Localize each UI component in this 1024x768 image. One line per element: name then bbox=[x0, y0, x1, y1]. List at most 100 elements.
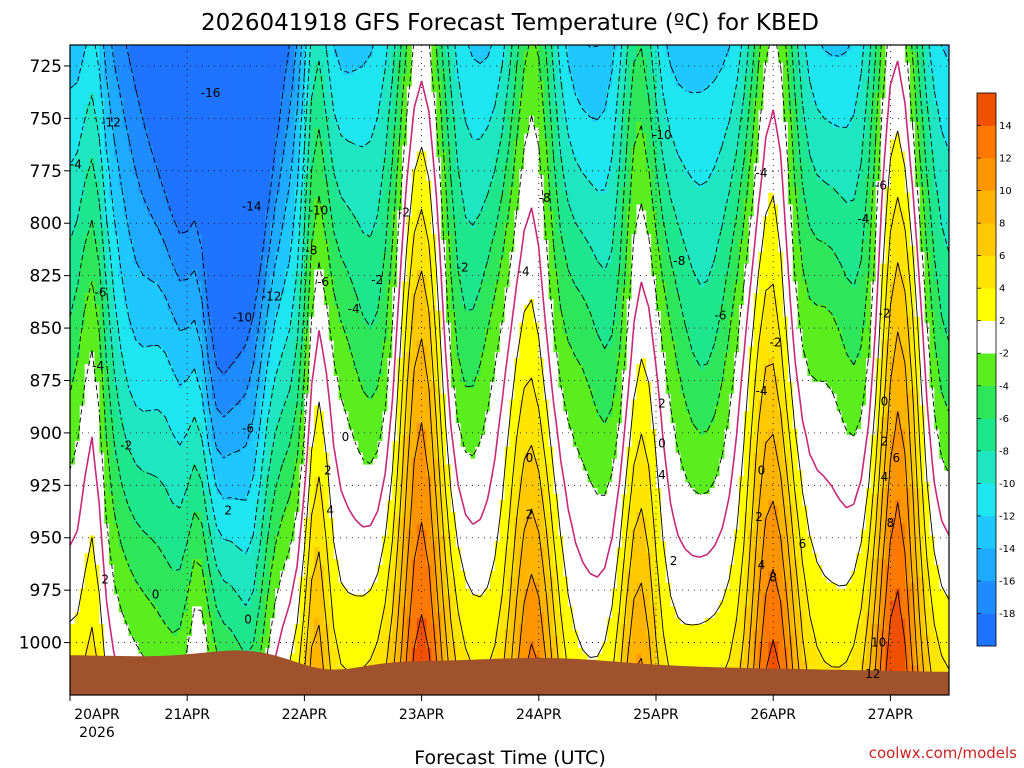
temperature-cell bbox=[719, 68, 725, 147]
temperature-cell bbox=[719, 600, 725, 678]
temperature-cell bbox=[568, 275, 574, 347]
temperature-cell bbox=[582, 470, 589, 655]
temperature-cell bbox=[353, 440, 359, 596]
temperature-cell bbox=[314, 547, 320, 619]
temperature-cell bbox=[494, 157, 501, 223]
temperature-cell bbox=[509, 488, 515, 578]
temperature-cell bbox=[919, 488, 926, 578]
temperature-cell bbox=[787, 570, 794, 637]
terrain-surface bbox=[70, 650, 949, 695]
temperature-cell bbox=[314, 198, 320, 271]
chart-title: 2026041918 GFS Forecast Temperature (ºC)… bbox=[201, 10, 819, 36]
temperature-cell bbox=[621, 92, 628, 188]
temperature-cell bbox=[900, 151, 906, 212]
temperature-cell bbox=[333, 56, 340, 123]
temperature-cell bbox=[861, 328, 867, 407]
temperature-cell bbox=[275, 133, 281, 194]
temperature-cell bbox=[431, 305, 437, 383]
temperature-cell bbox=[128, 151, 135, 241]
temperature-cell bbox=[294, 186, 301, 271]
temperature-cell bbox=[148, 216, 154, 282]
temperature-cell bbox=[939, 588, 945, 655]
temperature-cell bbox=[236, 405, 242, 454]
temperature-cell bbox=[929, 606, 935, 684]
temperature-cell bbox=[70, 163, 76, 235]
temperature-cell bbox=[177, 328, 183, 389]
temperature-cell bbox=[182, 440, 188, 501]
temperature-cell bbox=[79, 133, 86, 200]
temperature-cell bbox=[231, 405, 237, 454]
temperature-cell bbox=[865, 175, 872, 277]
temperature-cell bbox=[89, 281, 96, 353]
temperature-cell bbox=[699, 624, 706, 695]
temperature-cell bbox=[392, 50, 398, 129]
temperature-cell bbox=[343, 139, 349, 206]
temperature-cell bbox=[734, 352, 740, 531]
temperature-cell bbox=[284, 505, 291, 560]
temperature-cell bbox=[255, 334, 262, 389]
temperature-cell bbox=[680, 86, 686, 164]
temperature-cell bbox=[245, 387, 252, 442]
temperature-cell bbox=[275, 251, 281, 312]
temperature-cell bbox=[109, 417, 115, 495]
temperature-cell bbox=[240, 352, 247, 401]
temperature-cell bbox=[162, 352, 169, 418]
temperature-cell bbox=[270, 500, 276, 560]
temperature-cell bbox=[792, 45, 799, 99]
temperature-cell bbox=[890, 281, 896, 359]
contour-label: -8 bbox=[305, 244, 317, 258]
colorbar-swatch bbox=[977, 515, 996, 549]
temperature-cell bbox=[807, 618, 813, 695]
temperature-cell bbox=[113, 594, 120, 695]
temperature-cell bbox=[480, 133, 486, 212]
temperature-cell bbox=[118, 186, 125, 277]
temperature-cell bbox=[323, 240, 330, 306]
temperature-cell bbox=[621, 287, 628, 371]
temperature-cell bbox=[734, 281, 740, 353]
temperature-cell bbox=[822, 576, 828, 661]
temperature-cell bbox=[822, 180, 828, 241]
temperature-cell bbox=[748, 346, 755, 436]
temperature-cell bbox=[641, 594, 647, 672]
temperature-cell bbox=[670, 74, 677, 141]
temperature-cell bbox=[196, 45, 203, 235]
temperature-cell bbox=[470, 310, 476, 389]
temperature-cell bbox=[465, 310, 472, 389]
temperature-cell bbox=[245, 606, 252, 655]
temperature-cell bbox=[890, 600, 896, 695]
colorbar-label: 2 bbox=[999, 316, 1005, 327]
temperature-cell bbox=[441, 464, 447, 537]
temperature-cell bbox=[812, 169, 818, 235]
colorbar-label: -8 bbox=[999, 446, 1009, 457]
temperature-cell bbox=[397, 45, 403, 64]
temperature-cell bbox=[656, 45, 662, 58]
temperature-cell bbox=[182, 381, 188, 442]
temperature-cell bbox=[865, 275, 872, 359]
temperature-cell bbox=[851, 364, 857, 436]
temperature-cell bbox=[348, 281, 354, 353]
temperature-cell bbox=[768, 192, 774, 282]
temperature-cell bbox=[284, 198, 291, 271]
temperature-cell bbox=[802, 281, 808, 359]
temperature-cell bbox=[172, 570, 179, 637]
temperature-cell bbox=[196, 423, 203, 472]
temperature-cell bbox=[685, 175, 691, 259]
temperature-cell bbox=[123, 440, 130, 501]
temperature-cell bbox=[929, 74, 935, 152]
temperature-cell bbox=[299, 346, 305, 412]
temperature-cell bbox=[323, 624, 330, 695]
temperature-cell bbox=[196, 511, 203, 560]
contour-label: 0 bbox=[526, 451, 534, 465]
temperature-cell bbox=[919, 115, 926, 188]
temperature-cell bbox=[665, 186, 672, 253]
temperature-cell bbox=[143, 535, 149, 596]
temperature-cell bbox=[216, 570, 222, 619]
temperature-cell bbox=[353, 293, 359, 371]
temperature-cell bbox=[328, 606, 335, 684]
temperature-cell bbox=[279, 293, 286, 353]
credit-link[interactable]: coolwx.com/models bbox=[869, 744, 1017, 762]
temperature-cell bbox=[192, 606, 198, 695]
temperature-cell bbox=[656, 121, 662, 188]
temperature-cell bbox=[211, 517, 218, 560]
temperature-cell bbox=[812, 45, 818, 105]
